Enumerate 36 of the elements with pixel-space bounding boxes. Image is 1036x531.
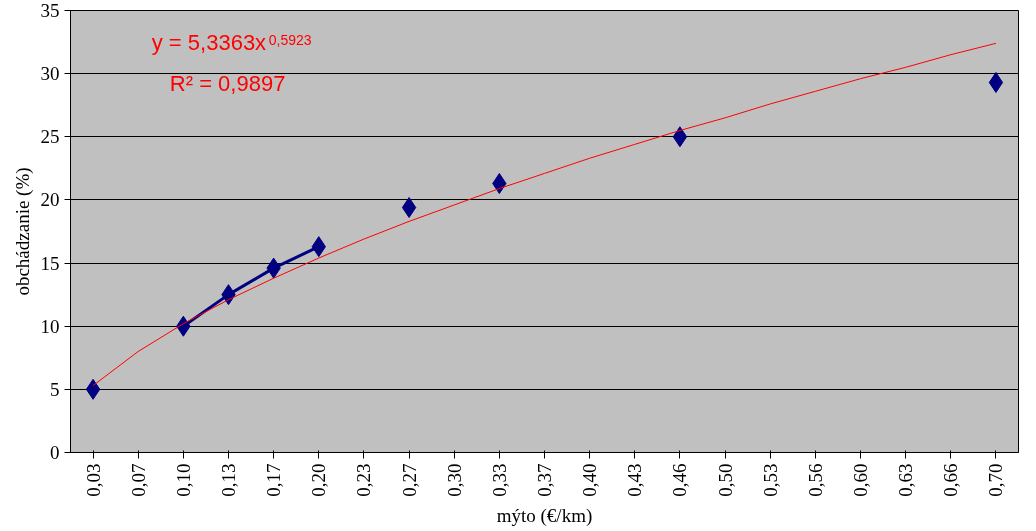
annotation: R² = 0,9897 xyxy=(169,71,286,97)
x-tick-label: 0,13 xyxy=(218,463,239,497)
x-tick-label: 0,20 xyxy=(308,463,330,497)
y-tick-label: 5 xyxy=(50,378,60,400)
y-tick-label: 30 xyxy=(40,63,60,85)
x-tick-label: 0,66 xyxy=(940,463,962,497)
x-tick-label: 0,23 xyxy=(353,463,375,497)
y-tick-label: 35 xyxy=(40,0,60,21)
x-tick-label: 0,27 xyxy=(398,463,420,497)
x-tick-label: 0,43 xyxy=(624,463,646,497)
x-tick-label: 0,53 xyxy=(759,463,781,497)
y-tick-label: 15 xyxy=(40,252,60,274)
x-tick-label: 0,07 xyxy=(127,463,149,497)
x-tick-label: 0,63 xyxy=(895,463,917,497)
x-tick-label: 0,30 xyxy=(443,463,465,497)
y-tick-label: 20 xyxy=(40,189,60,211)
x-tick-label: 0,46 xyxy=(669,463,691,497)
x-tick-label: 0,60 xyxy=(850,463,871,497)
x-axis-title: mýto (€/km) xyxy=(496,504,593,527)
x-tick-label: 0,17 xyxy=(263,463,285,497)
y-tick-label: 10 xyxy=(40,315,60,337)
point xyxy=(988,71,1004,93)
x-tick-label: 0,03 xyxy=(82,463,104,497)
x-tick-label: 0,33 xyxy=(488,463,510,497)
x-tick-label: 0,37 xyxy=(534,463,555,497)
x-tick-label: 0,70 xyxy=(985,463,1007,497)
x-tick-label: 0,50 xyxy=(714,463,736,497)
x-tick-label: 0,40 xyxy=(579,463,601,497)
y-tick-label: 25 xyxy=(40,126,60,148)
x-tick-label: 0,56 xyxy=(804,463,826,497)
y-axis-title: obchádzanie (%) xyxy=(11,167,34,296)
point xyxy=(401,197,417,219)
x-tick-label: 0,10 xyxy=(172,463,194,497)
point xyxy=(85,378,101,400)
y-tick-label: 0 xyxy=(50,442,60,463)
point xyxy=(672,126,688,148)
